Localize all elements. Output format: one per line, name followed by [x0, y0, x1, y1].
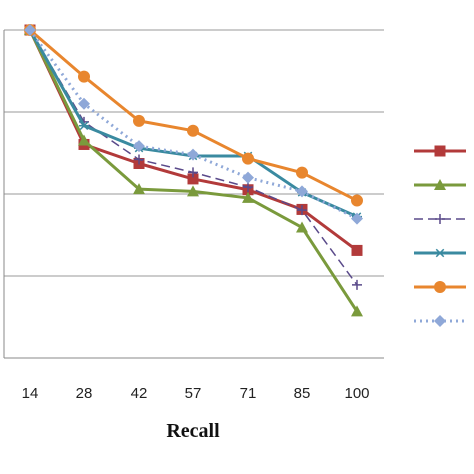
- data-point-plus: [352, 279, 362, 290]
- data-point-triangle: [296, 221, 308, 233]
- data-point-plus: [243, 182, 253, 193]
- data-point-plus: [435, 214, 445, 224]
- data-point-diamond: [78, 97, 90, 110]
- series-layer: [24, 24, 363, 317]
- data-point-triangle: [434, 179, 446, 190]
- data-point-circle: [296, 166, 308, 179]
- data-point-triangle: [242, 191, 254, 203]
- data-point-diamond: [24, 24, 36, 36]
- data-point-circle: [187, 124, 199, 137]
- data-point-plus: [188, 167, 198, 178]
- data-point-circle: [242, 152, 254, 165]
- data-point-diamond: [133, 140, 145, 153]
- data-point-asterisk: [79, 121, 89, 131]
- data-point-circle: [351, 194, 363, 207]
- data-point-diamond: [187, 148, 199, 161]
- legend-entry: [414, 145, 466, 157]
- data-point-circle: [78, 70, 90, 83]
- data-point-triangle: [78, 134, 90, 146]
- data-point-plus: [297, 205, 307, 216]
- series-6: [24, 24, 363, 225]
- x-axis-label: Recall: [166, 420, 220, 442]
- legend: [414, 145, 466, 327]
- x-tick-label: 71: [240, 385, 257, 402]
- data-point-square: [434, 145, 446, 157]
- data-point-plus: [134, 154, 144, 165]
- x-tick-label: 42: [131, 385, 148, 402]
- data-point-circle: [434, 281, 446, 293]
- data-point-diamond: [242, 171, 254, 184]
- x-tick-label: 57: [185, 385, 202, 402]
- x-tick-label: 100: [344, 385, 369, 402]
- x-tick-label: 85: [294, 385, 311, 402]
- data-point-square: [351, 244, 363, 256]
- x-tick-label: 28: [76, 385, 93, 402]
- data-point-triangle: [351, 305, 363, 317]
- legend-entry: [414, 179, 466, 190]
- legend-entry: [414, 281, 466, 293]
- data-point-diamond: [434, 315, 446, 327]
- series-5: [24, 24, 363, 207]
- data-point-triangle: [187, 185, 199, 197]
- legend-entry: [414, 315, 466, 327]
- x-tick-label: 14: [22, 385, 39, 402]
- data-point-diamond: [351, 212, 363, 225]
- data-point-triangle: [133, 183, 145, 195]
- data-point-circle: [133, 114, 145, 127]
- data-point-diamond: [296, 185, 308, 198]
- legend-entry: [414, 214, 466, 224]
- legend-entry: [414, 248, 466, 258]
- x-tick-labels: 14 28 42 57 71 85 100: [22, 385, 370, 402]
- data-point-asterisk: [435, 248, 445, 258]
